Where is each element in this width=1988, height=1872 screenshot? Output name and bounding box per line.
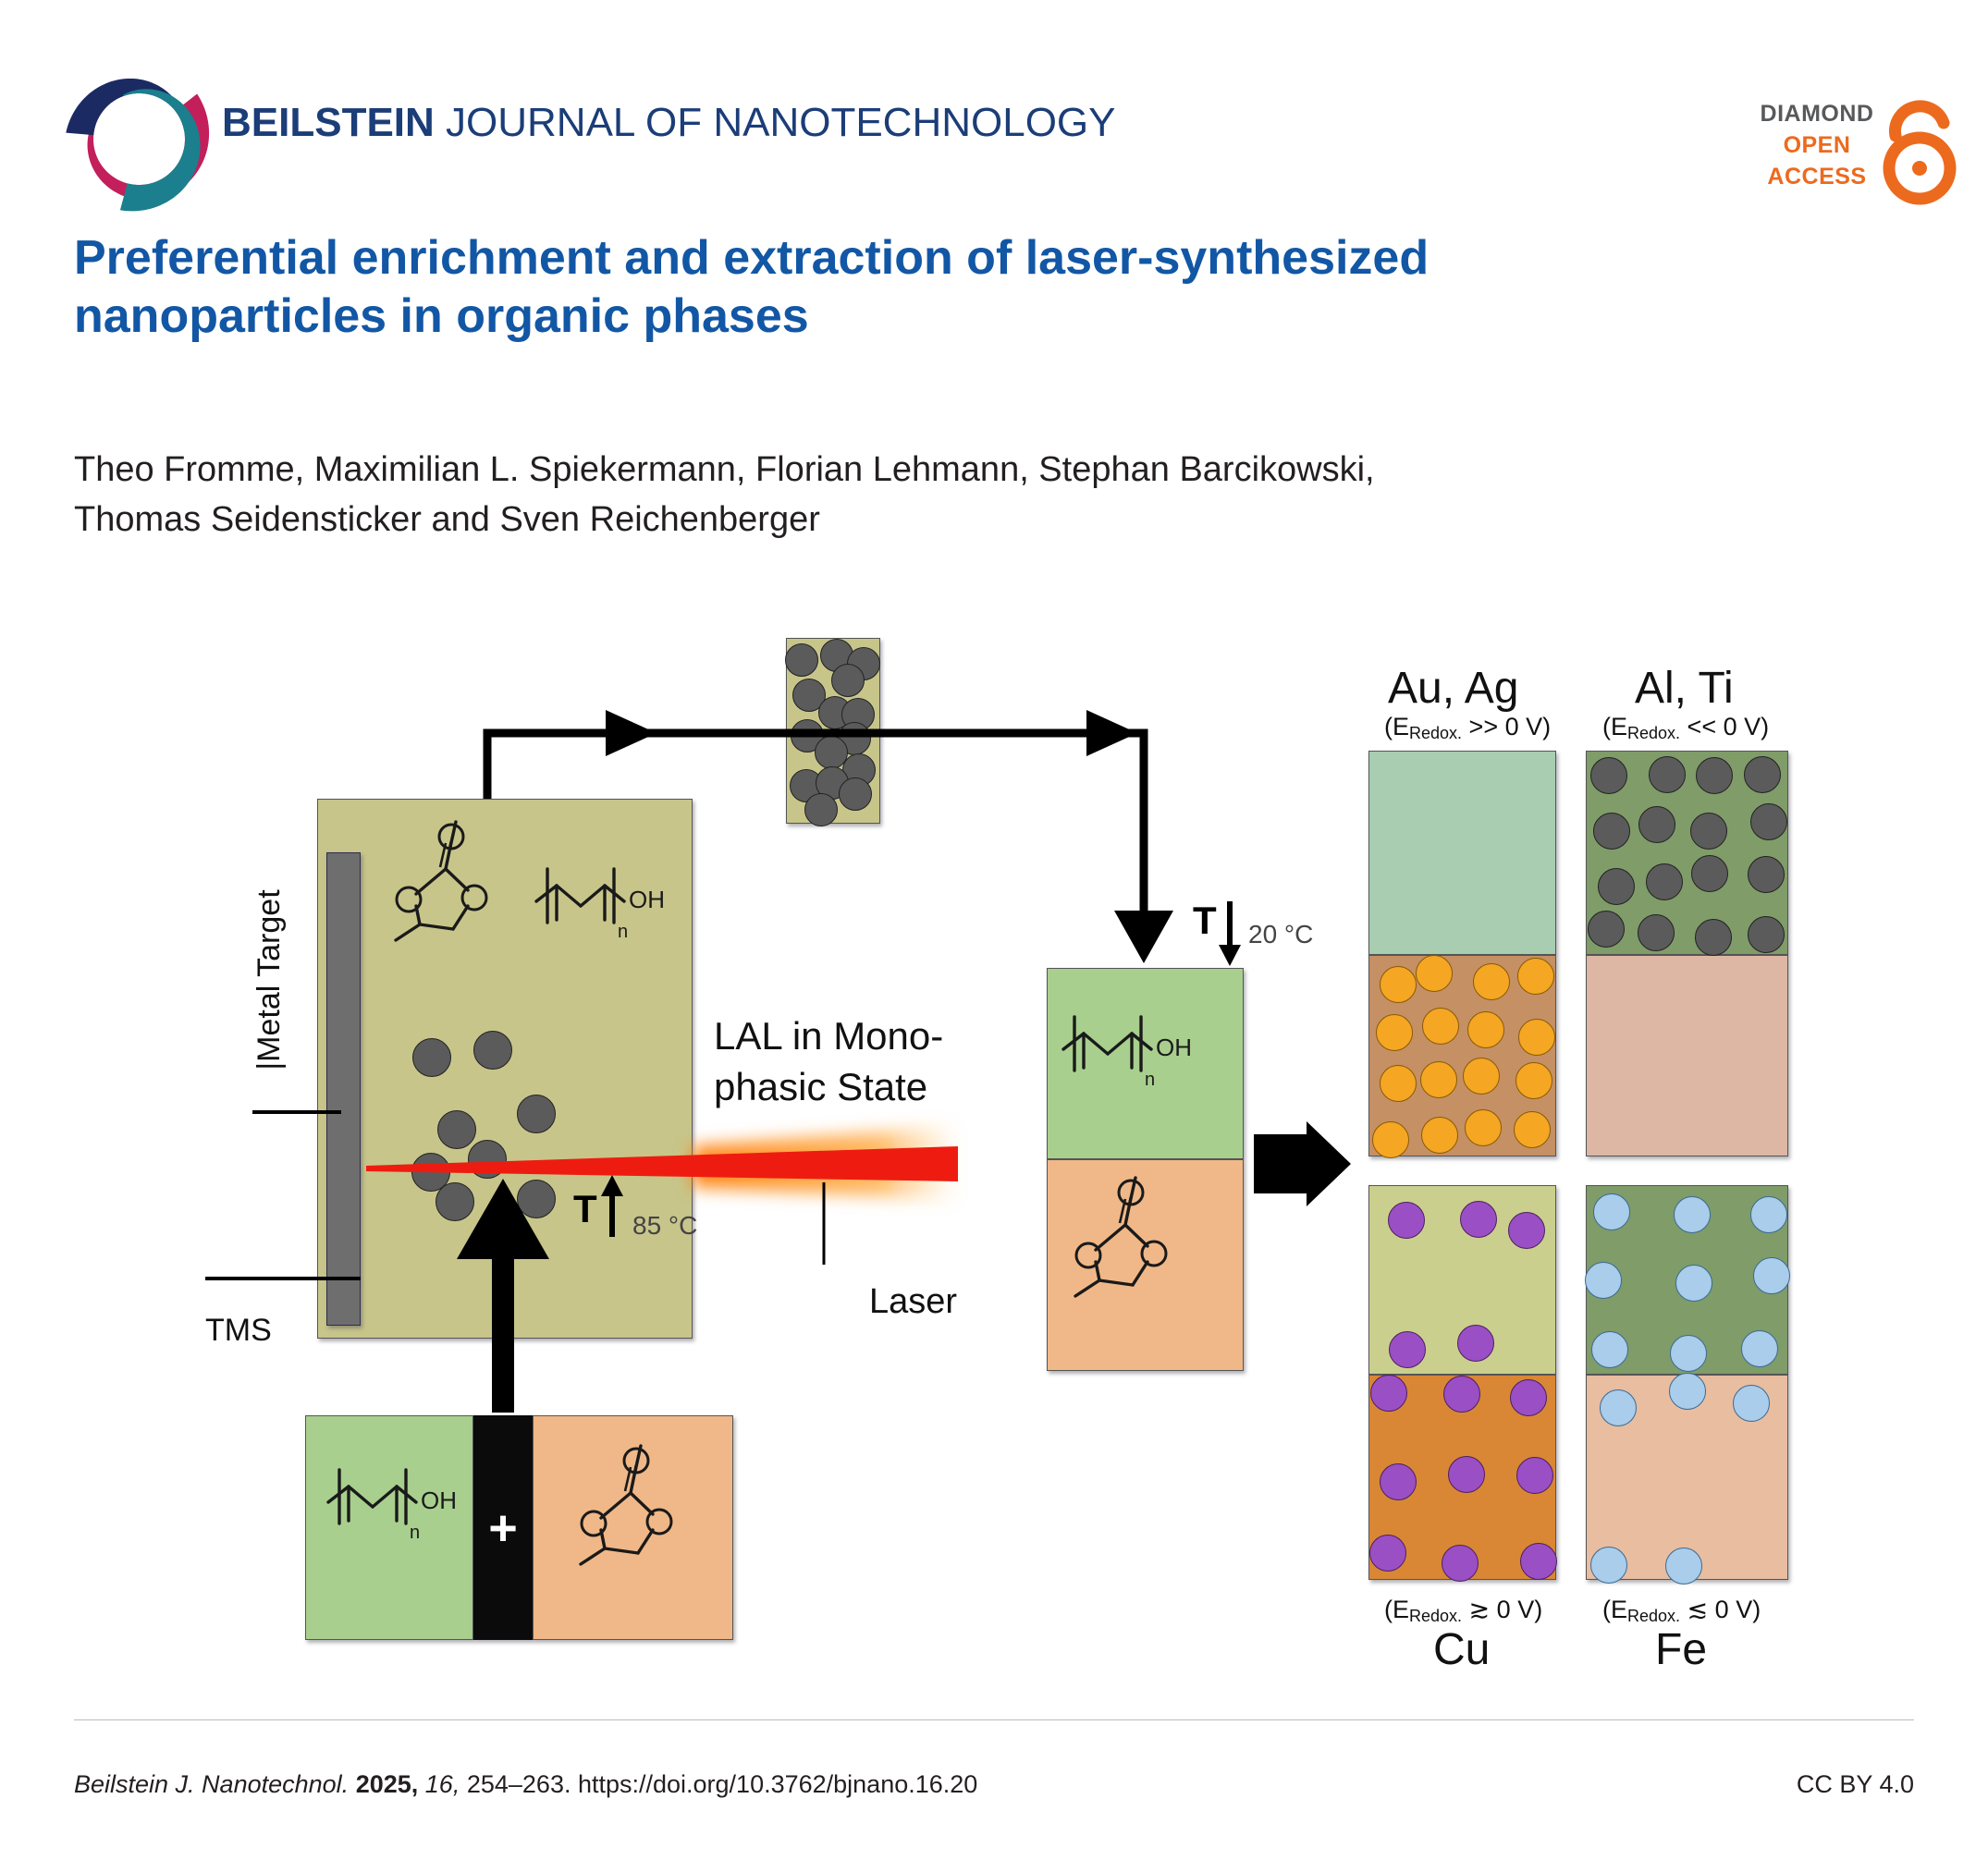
svg-text:|Metal Target: |Metal Target bbox=[252, 889, 287, 1071]
svg-text:TMS: TMS bbox=[205, 1313, 272, 1348]
svg-text:phasic State: phasic State bbox=[714, 1065, 927, 1108]
svg-text:Au, Ag: Au, Ag bbox=[1388, 664, 1518, 713]
svg-text:T: T bbox=[573, 1187, 597, 1230]
svg-text:(ERedox. ≲ 0 V): (ERedox. ≲ 0 V) bbox=[1602, 1596, 1761, 1625]
svg-text:(ERedox. ≳ 0 V): (ERedox. ≳ 0 V) bbox=[1384, 1596, 1542, 1625]
svg-text:(ERedox. >> 0 V): (ERedox. >> 0 V) bbox=[1384, 713, 1551, 742]
svg-text:Fe: Fe bbox=[1655, 1625, 1707, 1674]
svg-text:Al, Ti: Al, Ti bbox=[1635, 664, 1734, 713]
svg-text:Cu: Cu bbox=[1433, 1625, 1490, 1674]
svg-text:85 °C: 85 °C bbox=[632, 1211, 697, 1240]
svg-text:T: T bbox=[1193, 899, 1217, 942]
svg-text:Laser: Laser bbox=[869, 1282, 957, 1321]
svg-text:(ERedox. << 0 V): (ERedox. << 0 V) bbox=[1602, 713, 1769, 742]
svg-text:LAL in Mono-: LAL in Mono- bbox=[714, 1014, 943, 1058]
svg-text:20 °C: 20 °C bbox=[1248, 920, 1313, 948]
